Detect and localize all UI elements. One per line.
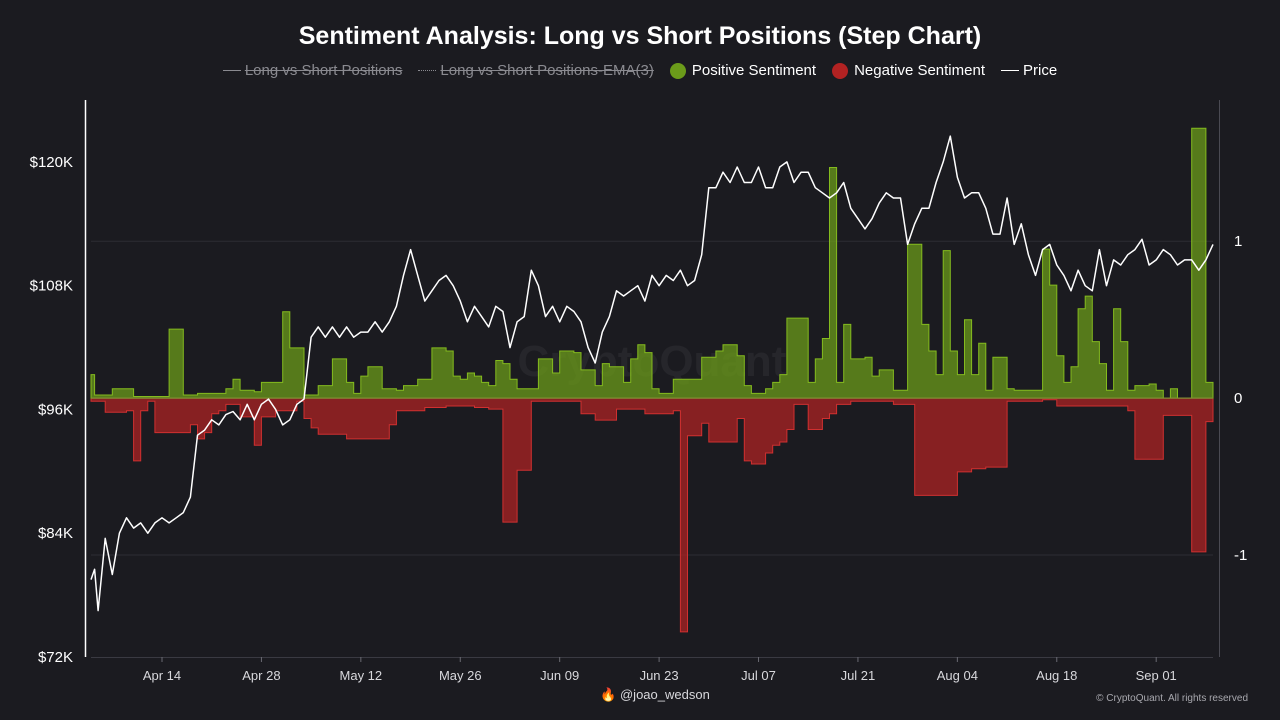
y-tick-label-right: 1	[1234, 233, 1242, 250]
legend-item-negative-sentiment[interactable]: Negative Sentiment	[832, 62, 985, 79]
author-handle: 🔥 @joao_wedson	[0, 687, 1280, 703]
legend: Long vs Short Positions Long vs Short Po…	[0, 62, 1280, 79]
circle-swatch-icon	[669, 62, 686, 79]
x-tick-label: Jun 23	[640, 668, 679, 683]
x-tick-label: May 26	[439, 668, 482, 683]
axes: $72K $84K $96K $108K $120K -1 0 1 Apr 14 Apr 28 Ma…	[30, 100, 1247, 683]
price-layer	[90, 135, 1214, 612]
x-tick-label: Jul 07	[741, 668, 776, 683]
copyright-text: © CryptoQuant. All rights reserved	[1096, 693, 1248, 704]
x-tick-label: Jun 09	[540, 668, 579, 683]
x-tick-label: Apr 14	[143, 668, 181, 683]
legend-label: Negative Sentiment	[854, 62, 985, 79]
legend-label: Price	[1022, 62, 1058, 79]
x-tick-label: Apr 28	[242, 668, 280, 683]
legend-item-long-short[interactable]: Long vs Short Positions	[222, 62, 403, 79]
legend-label: Long vs Short Positions-EMA(3)	[440, 62, 654, 79]
x-tick-label: May 12	[340, 668, 383, 683]
y-tick-label-left: $120K	[30, 154, 73, 171]
positive-sentiment-area	[90, 127, 1214, 399]
negative-sentiment-area	[90, 397, 1214, 633]
y-tick-label-left: $72K	[38, 649, 73, 666]
y-tick-label-right: 0	[1234, 390, 1242, 407]
x-tick-label: Jul 21	[841, 668, 876, 683]
legend-item-price[interactable]: Price	[1000, 62, 1058, 79]
y-tick-label-left: $108K	[30, 278, 73, 295]
circle-swatch-icon	[832, 62, 849, 79]
dotted-line-swatch-icon	[418, 70, 437, 71]
x-tick-label: Aug 04	[937, 668, 978, 683]
y-tick-label-left: $96K	[38, 401, 73, 418]
line-swatch-icon	[222, 70, 241, 71]
legend-item-long-short-ema[interactable]: Long vs Short Positions-EMA(3)	[418, 62, 654, 79]
legend-label: Long vs Short Positions	[244, 62, 403, 79]
legend-item-positive-sentiment[interactable]: Positive Sentiment	[669, 62, 817, 79]
y-tick-label-left: $84K	[38, 525, 73, 542]
author-handle-text: @joao_wedson	[619, 687, 710, 702]
legend-label: Positive Sentiment	[691, 62, 817, 79]
y-tick-label-right: -1	[1234, 547, 1247, 564]
sentiment-areas	[90, 127, 1214, 633]
fire-icon: 🔥	[600, 687, 617, 702]
chart-title: Sentiment Analysis: Long vs Short Positi…	[298, 22, 982, 50]
x-tick-label: Aug 18	[1036, 668, 1077, 683]
x-tick-label: Sep 01	[1136, 668, 1177, 683]
price-line	[90, 135, 1214, 612]
line-swatch-icon	[1000, 70, 1019, 71]
